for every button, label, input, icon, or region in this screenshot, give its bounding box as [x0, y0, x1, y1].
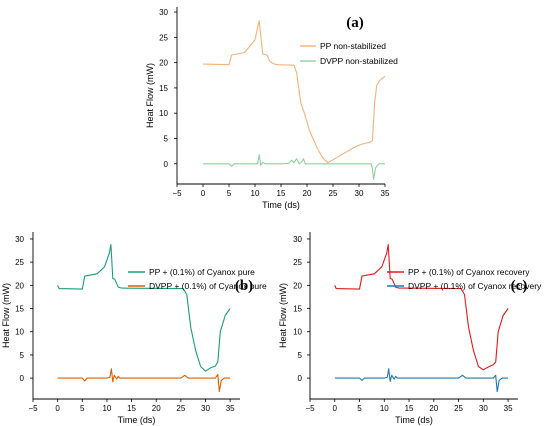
x-tick-label: 20: [429, 404, 438, 413]
x-tick-label: 35: [226, 404, 235, 413]
y-tick-label: 10: [159, 109, 168, 118]
x-tick-label: 5: [357, 404, 362, 413]
x-tick-label: 35: [504, 404, 513, 413]
x-tick-label: 25: [454, 404, 463, 413]
x-tick-label: 20: [152, 404, 161, 413]
y-tick-label: 30: [293, 235, 302, 244]
series-line-2: [334, 368, 509, 393]
legend-label: PP + (0.1%) of Cyanox pure: [149, 267, 255, 277]
y-tick-label: 0: [298, 374, 303, 383]
y-axis-title: Heat Flow (mW): [278, 283, 288, 348]
legend: PP + (0.1%) of Cyanox pure DVPP + (0.1%) …: [128, 267, 267, 291]
y-tick-label: 30: [15, 235, 24, 244]
series-line-2: [57, 368, 231, 393]
x-tick-label: 10: [251, 189, 260, 198]
x-tick-label: 0: [201, 189, 206, 198]
panel-label: (b): [235, 278, 253, 294]
y-tick-label: 5: [20, 351, 25, 360]
y-tick-label: 25: [293, 258, 302, 267]
chart-panel-3: −5 0 5 10 15 20 25 30 35 0 5 10 15 20 25 30 Time (ds) Hea…: [278, 232, 542, 425]
legend-label: DVPP + (0.1%) of Cyanox recovery: [408, 281, 542, 291]
x-tick-label: 20: [303, 189, 312, 198]
x-tick-label: 30: [355, 189, 364, 198]
y-tick-label: 15: [293, 305, 302, 314]
y-tick-label: 5: [164, 134, 169, 143]
x-tick-label: 0: [333, 404, 338, 413]
x-tick-label: 15: [277, 189, 286, 198]
x-tick-label: 5: [80, 404, 85, 413]
y-tick-label: 15: [15, 305, 24, 314]
y-axis-title: Heat Flow (mW): [1, 283, 11, 348]
x-tick-label: 10: [102, 404, 111, 413]
y-tick-label: 25: [159, 33, 168, 42]
y-tick-label: 25: [15, 258, 24, 267]
x-tick-label: −5: [28, 404, 38, 413]
y-tick-label: 0: [164, 160, 169, 169]
x-tick-label: 0: [55, 404, 60, 413]
x-tick-label: 25: [176, 404, 185, 413]
x-axis-title: Time (ds): [395, 415, 433, 425]
y-tick-label: 20: [15, 281, 24, 290]
y-tick-label: 0: [20, 374, 25, 383]
series-line-1: [57, 243, 231, 372]
x-axis-title: Time (ds): [118, 415, 156, 425]
x-tick-label: 5: [227, 189, 232, 198]
x-tick-label: 30: [201, 404, 210, 413]
x-tick-label: 15: [405, 404, 414, 413]
legend-label: PP non-stabilized: [320, 41, 386, 51]
panel-label: (c): [511, 278, 528, 294]
series-line-1: [202, 20, 386, 164]
y-tick-label: 15: [159, 84, 168, 93]
y-tick-label: 30: [159, 8, 168, 17]
y-tick-label: 10: [293, 328, 302, 337]
y-tick-label: 20: [159, 59, 168, 68]
y-axis-title: Heat Flow (mW): [145, 63, 155, 128]
y-tick-label: 5: [298, 351, 303, 360]
y-tick-label: 20: [293, 281, 302, 290]
x-tick-label: 35: [381, 189, 390, 198]
legend-label: DVPP non-stabilized: [320, 56, 398, 66]
x-tick-label: −5: [172, 189, 182, 198]
legend-label: PP + (0.1%) of Cyanox recovery: [408, 267, 530, 277]
series-line-1: [334, 243, 509, 371]
legend-label: DVPP + (0.1%) of Cyanox pure: [149, 281, 267, 291]
series-line-2: [203, 154, 385, 180]
x-tick-label: −5: [305, 404, 315, 413]
x-tick-label: 30: [479, 404, 488, 413]
chart-panel-1: −5 0 5 10 15 20 25 30 35 0 5 10 15 20 25 30 Time (ds) Hea…: [145, 7, 398, 210]
x-axis-title: Time (ds): [262, 200, 300, 210]
legend: PP non-stabilized DVPP non-stabilized: [300, 41, 398, 66]
x-tick-label: 15: [127, 404, 136, 413]
legend: PP + (0.1%) of Cyanox recovery DVPP + (0.…: [387, 267, 542, 291]
panel-label: (a): [346, 15, 364, 31]
x-tick-label: 10: [380, 404, 389, 413]
chart-panel-2: −5 0 5 10 15 20 25 30 35 0 5 10 15 20 25 30 Time (ds) Hea…: [1, 232, 267, 425]
y-tick-label: 10: [15, 328, 24, 337]
x-tick-label: 25: [329, 189, 338, 198]
